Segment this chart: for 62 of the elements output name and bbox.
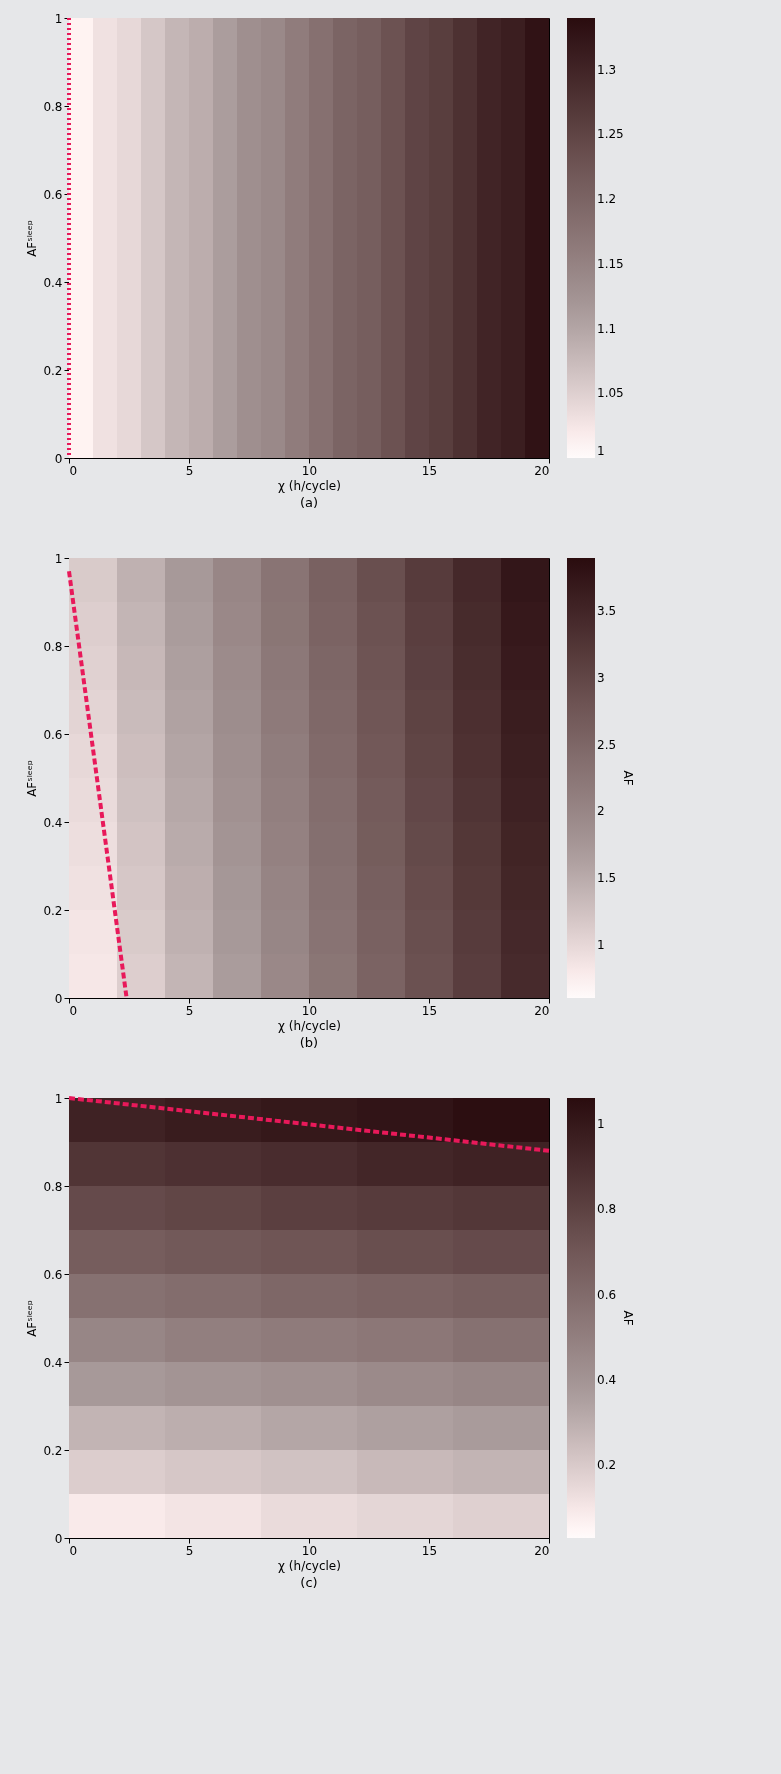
y-tick-label: 0.2 (43, 903, 63, 918)
color-bar-label: 1.3 (597, 62, 617, 77)
x-tick-label: 15 (421, 463, 438, 478)
color-bar-label: 1.25 (597, 127, 624, 142)
text: (b) (299, 1035, 319, 1050)
color-bar-label: 1.15 (597, 256, 624, 271)
color-bar-label: 1.2 (597, 192, 617, 207)
y-axis-title: AFˢˡᵉᵉᵖ (25, 760, 40, 797)
color-bar-title: AF (621, 1310, 635, 1326)
x-tick-label: 10 (301, 463, 318, 478)
y-tick-label: 0 (54, 1531, 63, 1546)
color-bar-label: 1 (597, 1116, 605, 1131)
y-tick-label: 0.6 (43, 727, 63, 742)
y-tick-label: 0 (54, 451, 63, 466)
x-axis-title: χ (h/cycle) (278, 1558, 341, 1573)
y-tick-label: 1 (54, 11, 63, 26)
color-bar-label: 1 (597, 444, 605, 458)
color-bar-label: 0.8 (597, 1202, 617, 1217)
y-tick-label: 0.2 (43, 1443, 63, 1458)
y-tick-label: 0.4 (43, 1355, 63, 1370)
y-tick-label: 0.6 (43, 187, 63, 202)
x-tick-label: 20 (534, 1003, 550, 1018)
x-axis-title: χ (h/cycle) (278, 1018, 341, 1033)
y-tick-label: 0 (54, 991, 63, 1006)
x-tick-label: 20 (534, 1543, 550, 1558)
y-tick-label: 0.8 (43, 639, 63, 654)
color-bar-label: 0.4 (597, 1372, 617, 1387)
y-tick-label: 1 (54, 551, 63, 566)
color-bar-label: 2.5 (597, 737, 617, 752)
y-axis-title: AFˢˡᵉᵉᵖ (25, 1300, 40, 1337)
y-tick-label: 0.8 (43, 1179, 63, 1194)
color-bar-label: 0.2 (597, 1458, 617, 1473)
y-tick-label: 0.4 (43, 275, 63, 290)
x-tick-label: 10 (301, 1543, 318, 1558)
y-tick-label: 0.6 (43, 1267, 63, 1282)
x-tick-label: 15 (421, 1543, 438, 1558)
y-tick-label: 0.4 (43, 815, 63, 830)
x-tick-label: 15 (421, 1003, 438, 1018)
y-tick-label: 0.8 (43, 99, 63, 114)
x-tick-label: 0 (69, 1543, 78, 1558)
color-bar-label: 1.05 (597, 386, 624, 401)
x-tick-label: 5 (185, 463, 194, 478)
x-tick-label: 20 (534, 463, 550, 478)
x-tick-label: 5 (185, 1003, 194, 1018)
color-bar-label: 1.1 (597, 321, 617, 336)
x-tick-label: 5 (185, 1543, 194, 1558)
text: (c) (300, 1575, 318, 1590)
color-bar-label: 3.5 (597, 604, 617, 619)
color-bar-label: 1.5 (597, 871, 617, 885)
y-tick-label: 0.2 (43, 363, 63, 378)
x-tick-label: 0 (69, 1003, 78, 1018)
x-tick-label: 10 (301, 1003, 318, 1018)
color-bar-label: 0.6 (597, 1287, 617, 1302)
x-axis-title: χ (h/cycle) (278, 478, 341, 493)
color-bar-title: AF (621, 770, 635, 786)
y-axis-title: AFˢˡᵉᵉᵖ (25, 220, 40, 257)
text: (a) (299, 495, 319, 510)
x-tick-label: 0 (69, 463, 78, 478)
color-bar-label: 1 (597, 937, 605, 952)
color-bar-label: 3 (597, 671, 605, 685)
color-bar-label: 2 (597, 804, 605, 819)
y-tick-label: 1 (54, 1091, 63, 1106)
